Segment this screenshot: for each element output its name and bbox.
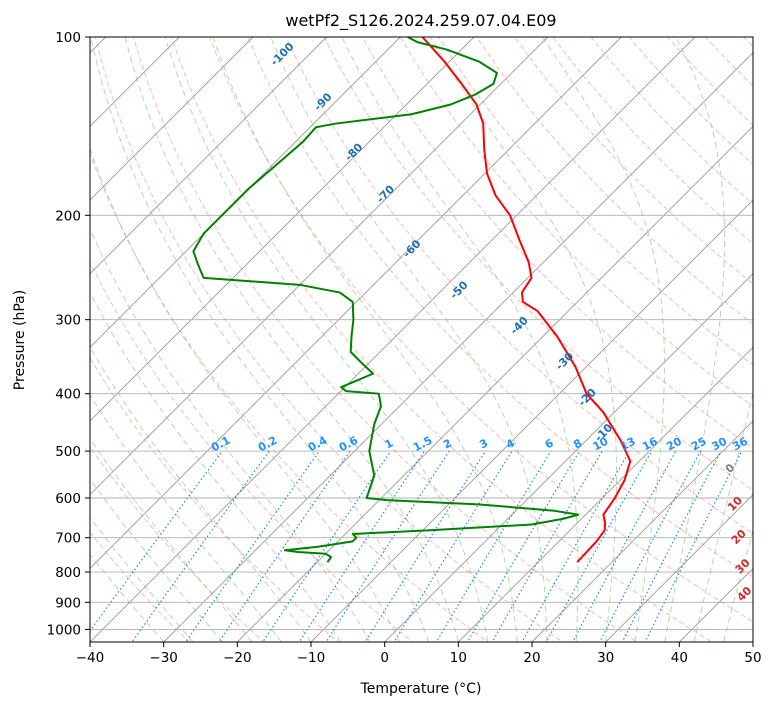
temperature-profile-line bbox=[421, 37, 632, 563]
y-tick-label: 400 bbox=[55, 387, 81, 403]
dry-adiabat-line bbox=[209, 37, 753, 623]
dry-adiabat-line bbox=[247, 37, 753, 578]
mixing-ratio-label: 10 bbox=[591, 435, 611, 454]
isotherm-line bbox=[310, 199, 753, 642]
y-tick-label: 800 bbox=[55, 565, 81, 581]
mixing-ratio-line bbox=[218, 450, 351, 642]
x-tick-label: −30 bbox=[149, 650, 178, 666]
isotherm-line bbox=[458, 346, 753, 642]
y-tick-label: 300 bbox=[55, 313, 81, 329]
background-lines bbox=[90, 37, 753, 642]
isotherm-line bbox=[384, 273, 753, 642]
isotherm-line bbox=[90, 37, 254, 201]
mixing-ratio-line bbox=[298, 450, 425, 642]
x-tick-label: 40 bbox=[671, 650, 688, 666]
dry-adiabat-line bbox=[90, 356, 340, 642]
x-tick-label: −40 bbox=[76, 650, 105, 666]
isotherm-line bbox=[90, 37, 696, 642]
mixing-ratio-label: 13 bbox=[618, 435, 638, 454]
sounding-profiles bbox=[192, 37, 632, 563]
isotherm-line bbox=[90, 37, 327, 275]
mixing-ratio-line bbox=[90, 450, 223, 632]
mixing-ratio-line bbox=[393, 450, 513, 642]
dry-adiabat-line bbox=[94, 37, 564, 642]
moist-adiabat-line bbox=[664, 37, 726, 642]
x-tick-label: −20 bbox=[223, 650, 252, 666]
x-tick-label: 50 bbox=[744, 650, 761, 666]
y-axis-label: Pressure (hPa) bbox=[12, 290, 28, 390]
isotherm-line bbox=[90, 37, 401, 348]
y-tick-label: 200 bbox=[55, 208, 81, 224]
moist-adiabat-line bbox=[212, 37, 518, 642]
mixing-ratio-line bbox=[131, 450, 270, 642]
isotherm-line bbox=[237, 125, 753, 642]
dry-adiabat-line bbox=[90, 446, 265, 642]
y-tick-label: 700 bbox=[55, 531, 81, 547]
x-tick-label: 20 bbox=[523, 650, 540, 666]
mixing-ratio-line bbox=[325, 450, 450, 642]
moist-adiabat-line bbox=[723, 528, 753, 642]
moist-adiabat-line bbox=[90, 437, 253, 642]
mixing-ratio-line bbox=[364, 450, 486, 642]
dry-adiabat-line bbox=[132, 37, 638, 642]
y-tick-label: 1000 bbox=[47, 622, 81, 638]
isotherm-line bbox=[531, 420, 753, 642]
moist-adiabat-line bbox=[542, 37, 665, 642]
y-tick-label: 500 bbox=[55, 444, 81, 460]
moist-adiabat-line bbox=[90, 553, 165, 642]
moist-adiabat-line bbox=[693, 390, 753, 642]
y-axis: 100 200 300 400 500 600 700 800 900 1000 bbox=[47, 30, 90, 638]
moist-adiabat-line bbox=[90, 37, 430, 642]
dry-adiabat-line bbox=[438, 37, 753, 366]
x-tick-label: 0 bbox=[380, 650, 389, 666]
mixing-ratio-label: 36 bbox=[730, 435, 750, 454]
dewpoint-profile-line bbox=[192, 37, 580, 563]
mixing-ratio-line bbox=[435, 450, 552, 642]
mixing-ratio-label: 30 bbox=[710, 435, 730, 454]
y-tick-label: 100 bbox=[55, 30, 81, 46]
moist-adiabat-line bbox=[341, 37, 579, 642]
dry-adiabat-line bbox=[90, 260, 414, 642]
x-axis-label: Temperature (°C) bbox=[360, 681, 482, 697]
x-tick-label: −10 bbox=[297, 650, 326, 666]
y-tick-label: 900 bbox=[55, 595, 81, 611]
mixing-ratio-label: 25 bbox=[689, 435, 709, 454]
dry-adiabat-line bbox=[90, 531, 190, 642]
mixing-ratio-line bbox=[572, 450, 677, 642]
isotherm-line bbox=[163, 52, 753, 642]
moist-adiabat-line bbox=[90, 227, 371, 642]
moist-adiabat-line bbox=[90, 478, 223, 642]
mixing-ratio-line bbox=[599, 450, 702, 642]
moist-adiabat-line bbox=[164, 37, 489, 642]
mixing-ratio-line bbox=[466, 450, 580, 642]
isotherm-line bbox=[605, 494, 753, 642]
isotherm-line bbox=[90, 37, 475, 422]
x-tick-label: 10 bbox=[450, 650, 467, 666]
dry-adiabat-line bbox=[399, 37, 753, 407]
isotherm-line bbox=[90, 37, 622, 569]
mixing-ratio-label: 16 bbox=[640, 435, 660, 454]
chart-title: wetPf2_S126.2024.259.07.04.E09 bbox=[285, 11, 556, 31]
dry-adiabat-line bbox=[171, 37, 713, 642]
mixing-ratio-line bbox=[262, 450, 392, 642]
mixing-ratio-line bbox=[491, 450, 603, 642]
x-tick-label: 30 bbox=[597, 650, 614, 666]
moist-adiabat-line bbox=[90, 516, 194, 642]
mixing-ratio-line bbox=[521, 450, 631, 642]
y-tick-label: 600 bbox=[55, 491, 81, 507]
isotherm-line bbox=[90, 37, 548, 496]
mixing-ratio-line bbox=[545, 450, 653, 642]
moist-adiabat-line bbox=[430, 37, 618, 642]
moist-adiabat-line bbox=[90, 345, 312, 642]
plot-frame bbox=[89, 36, 754, 643]
dry-adiabat-line bbox=[323, 37, 753, 491]
mixing-ratio-label: 20 bbox=[664, 435, 684, 454]
x-axis: −40 −30 −20 −10 0 10 20 30 40 50 bbox=[76, 642, 762, 666]
moist-adiabat-line bbox=[90, 291, 341, 642]
moist-adiabat-line bbox=[270, 37, 548, 642]
moist-adiabat-line bbox=[124, 37, 459, 642]
